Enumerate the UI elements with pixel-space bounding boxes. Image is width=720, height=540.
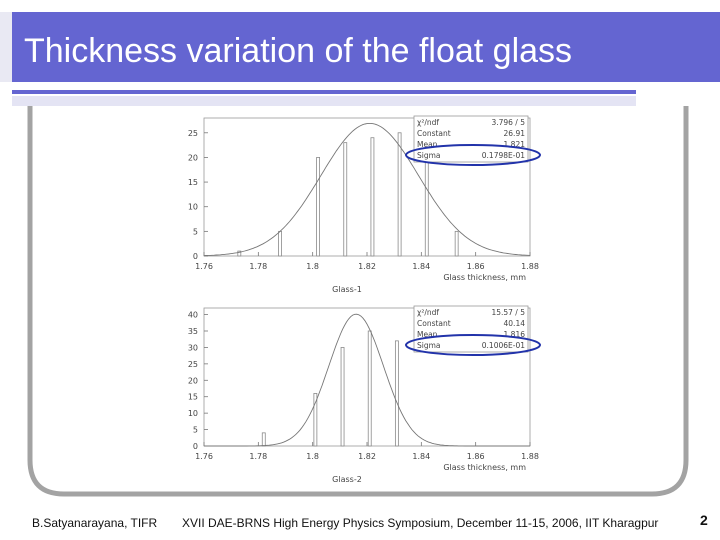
chart-2-sigma-highlight-ellipse bbox=[405, 334, 541, 356]
chart-2-y-tick-label: 35 bbox=[188, 327, 198, 336]
chart-2-x-tick-label: 1.88 bbox=[521, 452, 539, 461]
chart-1-y-tick-label: 5 bbox=[193, 227, 198, 236]
title-bar bbox=[12, 12, 720, 82]
chart-2-bar bbox=[313, 393, 318, 447]
chart-1-bar bbox=[278, 230, 282, 257]
chart-2-stat-value: 15.57 / 5 bbox=[491, 308, 525, 317]
chart-2-y-tick-label: 25 bbox=[188, 360, 198, 369]
chart-2-bar bbox=[340, 347, 345, 447]
chart-2-x-tick-label: 1.8 bbox=[306, 452, 319, 461]
chart-1-y-tick-label: 25 bbox=[188, 129, 198, 138]
chart-1-stat-label: χ²/ndf bbox=[417, 118, 439, 127]
chart-1-bar bbox=[370, 137, 375, 257]
chart-2-x-tick-label: 1.76 bbox=[195, 452, 213, 461]
chart-1-stat-label: Sigma bbox=[417, 151, 441, 160]
chart-1-y-tick-label: 10 bbox=[188, 203, 198, 212]
slide-title: Thickness variation of the float glass bbox=[24, 32, 573, 70]
chart-2-x-tick-label: 1.84 bbox=[412, 452, 430, 461]
chart-1-x-tick-label: 1.84 bbox=[412, 262, 430, 271]
slide-number: 2 bbox=[700, 512, 708, 528]
chart-1-x-tick-label: 1.78 bbox=[249, 262, 267, 271]
chart-1-stat-label: Constant bbox=[417, 129, 451, 138]
chart-1-stat-value: 1.821 bbox=[504, 140, 526, 149]
chart-1-gaussian-fit-curve bbox=[203, 122, 531, 257]
chart-2-x-tick-label: 1.82 bbox=[358, 452, 376, 461]
title-underline-shade bbox=[12, 96, 636, 106]
chart-1-stat-value: 26.91 bbox=[504, 129, 526, 138]
chart-2-x-axis-label: Glass thickness, mm bbox=[443, 463, 526, 472]
chart-2-y-tick-label: 15 bbox=[188, 393, 198, 402]
chart-2-bar bbox=[261, 432, 266, 447]
chart-2-x-tick-label: 1.86 bbox=[467, 452, 485, 461]
chart-2-stat-value: 0.1006E-01 bbox=[482, 341, 525, 350]
chart-1-y-tick-label: 15 bbox=[188, 178, 198, 187]
chart-1-x-tick-label: 1.8 bbox=[306, 262, 319, 271]
chart-1-x-tick-label: 1.86 bbox=[467, 262, 485, 271]
chart-2-y-tick-label: 20 bbox=[188, 376, 198, 385]
chart-1-bar bbox=[424, 157, 429, 257]
chart-2-stat-label: χ²/ndf bbox=[417, 308, 439, 317]
chart-1-bar bbox=[316, 157, 321, 257]
chart-2-bar bbox=[367, 330, 372, 447]
chart-1-stat-value: 0.1798E-01 bbox=[482, 151, 525, 160]
chart-1-stat-label: Mean bbox=[417, 140, 438, 149]
frame-border bbox=[27, 106, 689, 497]
chart-1-bar bbox=[454, 230, 459, 257]
chart-2-x-tick-label: 1.78 bbox=[249, 452, 267, 461]
chart-1-y-tick-label: 0 bbox=[193, 252, 198, 261]
chart-2-stat-label: Mean bbox=[417, 330, 438, 339]
chart-1-stat-value: 3.796 / 5 bbox=[491, 118, 525, 127]
chart-1-title: Glass-1 bbox=[332, 285, 362, 294]
chart-2-title: Glass-2 bbox=[332, 475, 362, 484]
footer-event: XVII DAE-BRNS High Energy Physics Sympos… bbox=[182, 516, 659, 530]
footer-author: B.Satyanarayana, TIFR bbox=[32, 516, 158, 530]
chart-1-x-tick-label: 1.88 bbox=[521, 262, 539, 271]
chart-1-y-tick-label: 20 bbox=[188, 153, 198, 162]
chart-2-stat-label: Constant bbox=[417, 319, 451, 328]
chart-1-x-axis-label: Glass thickness, mm bbox=[443, 273, 526, 282]
chart-2-bar bbox=[394, 340, 399, 447]
chart-2-stats-box bbox=[413, 305, 529, 353]
title-shadow bbox=[0, 12, 12, 82]
chart-2-stat-value: 40.14 bbox=[504, 319, 526, 328]
chart-1-x-tick-label: 1.76 bbox=[195, 262, 213, 271]
chart-1-bar bbox=[237, 250, 242, 257]
chart-1-bar bbox=[343, 142, 348, 257]
title-underline bbox=[12, 90, 636, 94]
chart-2-gaussian-fit-curve bbox=[204, 313, 530, 447]
chart-2-y-tick-label: 10 bbox=[188, 409, 198, 418]
chart-1-sigma-highlight-ellipse bbox=[405, 144, 541, 166]
chart-1-stats-box bbox=[413, 115, 529, 163]
histogram-glass-2: 1.76 1.78 1.8 1.82 1.84 1.86 1.88 0 5 10 15 20 25 30 3… bbox=[188, 305, 541, 484]
chart-2-stat-value: 1.816 bbox=[504, 330, 526, 339]
chart-1-x-tick-label: 1.82 bbox=[358, 262, 376, 271]
chart-1-bar bbox=[397, 132, 402, 257]
chart-2-stat-label: Sigma bbox=[417, 341, 441, 350]
chart-2-y-tick-label: 5 bbox=[193, 426, 198, 435]
histogram-glass-1: 1.76 1.78 1.8 1.82 1.84 1.86 1.88 0 5 10 15 20 25 χ²/… bbox=[188, 115, 541, 294]
chart-2-y-tick-label: 40 bbox=[188, 311, 198, 320]
chart-2-y-tick-label: 0 bbox=[193, 442, 198, 451]
chart-2-y-tick-label: 30 bbox=[188, 343, 198, 352]
